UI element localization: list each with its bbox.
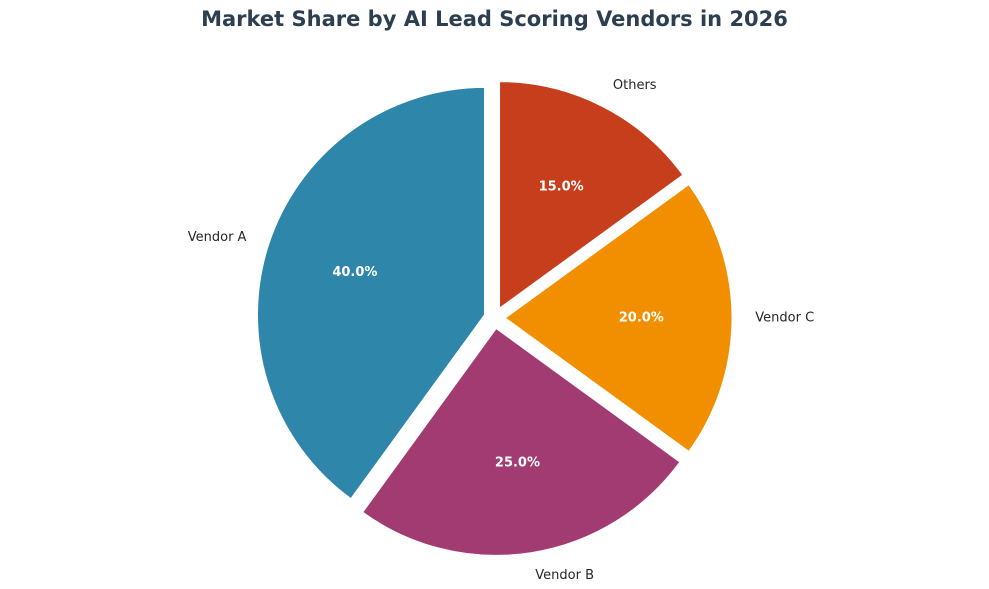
pie-percent-label-vendor-a: 40.0% xyxy=(332,265,377,280)
pie-percent-label-others: 15.0% xyxy=(539,180,584,195)
chart-title: Market Share by AI Lead Scoring Vendors … xyxy=(201,7,788,31)
pie-percent-label-vendor-b: 25.0% xyxy=(495,455,540,470)
pie-slice-vendor-a xyxy=(256,85,486,501)
pie-slices xyxy=(256,80,734,557)
pie-slice-others xyxy=(498,80,685,312)
pie-category-label-vendor-b: Vendor B xyxy=(535,568,594,583)
pie-slice-vendor-b xyxy=(360,326,682,557)
pie-slice-vendor-c xyxy=(502,182,734,454)
pie-category-label-vendor-a: Vendor A xyxy=(188,230,247,245)
pie-category-label-others: Others xyxy=(613,78,657,93)
pie-percent-label-vendor-c: 20.0% xyxy=(619,311,664,326)
pie-labels: 40.0% Vendor A 25.0% Vendor B 20.0% Vendor C 1… xyxy=(188,78,814,583)
pie-category-label-vendor-c: Vendor C xyxy=(755,311,814,326)
